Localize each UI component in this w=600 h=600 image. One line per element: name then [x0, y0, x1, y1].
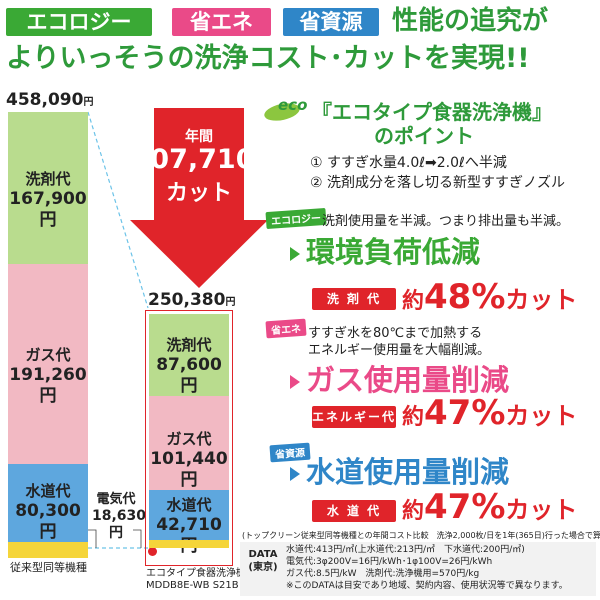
- conventional-detergent-value: 167,900円: [9, 189, 87, 230]
- arrow-year-label: 年間: [185, 129, 213, 145]
- section-resource-percent: 約47%カット: [402, 487, 578, 527]
- eco-logo: eco: [262, 96, 320, 122]
- points-title-line-2: のポイント: [374, 124, 474, 148]
- section-energy-percent: 約47%カット: [402, 393, 578, 433]
- data-box-heading: DATA (東京): [248, 549, 278, 573]
- conventional-caption: 従来型同等機種: [10, 561, 87, 574]
- points-item-2: ② 洗剤成分を落し切る新型すすぎノズル: [310, 175, 565, 191]
- eco-caption-line-1: エコタイプ食器洗浄機: [146, 568, 246, 579]
- triangle-bullet-icon: [290, 467, 300, 481]
- conventional-water-value: 80,300円: [15, 501, 81, 542]
- eco-gas-value: 101,440円: [150, 449, 228, 490]
- ecology-tag: エコロジー: [6, 8, 152, 36]
- eco-gas-label: ガス代: [166, 430, 212, 448]
- conventional-detergent-label: 洗剤代: [25, 170, 71, 188]
- eco-water-value: 42,710円: [156, 515, 222, 556]
- section-resource-label: 水 道 代: [312, 500, 396, 522]
- data-line-2: 電気代:3φ200V=16円/kWh･1φ100V=26円/kWh: [286, 557, 493, 567]
- data-line-1: 水道代:413円/㎥(上水道代:213円/㎥ 下水道代:200円/㎥): [286, 545, 525, 555]
- eco-logo-text: eco: [278, 96, 308, 114]
- comparison-note: (トップクリーン従来型同等機種との年間コスト比較 洗浄2,000枚/日を1年(3…: [242, 531, 600, 540]
- eco-detergent-label: 洗剤代: [166, 336, 212, 354]
- section-ecology-percent: 約48%カット: [402, 277, 578, 317]
- conventional-gas-value: 191,260円: [9, 365, 87, 406]
- triangle-bullet-icon: [290, 247, 300, 261]
- conventional-detergent-segment: 洗剤代 167,900円: [8, 112, 88, 264]
- conventional-total: 458,090円: [6, 90, 94, 110]
- section-ecology-heading: 環境負荷低減: [290, 236, 480, 268]
- section-energy-desc-2: エネルギー使用量を大幅削減。: [308, 343, 491, 358]
- electric-marker-dot: [148, 547, 157, 556]
- section-energy-badge: 省エネ: [265, 318, 307, 339]
- savings-arrow: [130, 108, 268, 288]
- section-ecology-label: 洗 剤 代: [312, 288, 396, 310]
- eco-water-segment: 水道代 42,710円: [149, 490, 229, 556]
- section-resource-heading: 水道使用量削減: [290, 456, 509, 488]
- conventional-water-label: 水道代: [25, 482, 71, 500]
- eco-detergent-value: 87,600円: [156, 355, 222, 396]
- eco-bar-frame: [145, 310, 233, 566]
- conventional-electric-segment: [8, 542, 88, 558]
- electric-callout: 電気代 18,630円: [92, 492, 147, 542]
- section-energy-label: エネルギー代: [312, 406, 396, 428]
- points-title-line-1: 『エコタイプ食器洗浄機』: [312, 100, 552, 124]
- headline-line-2: よりいっそうの洗浄コスト･カットを実現!!: [6, 43, 530, 74]
- section-ecology-desc: 洗剤使用量を半減。つまり排出量も半減。: [322, 214, 570, 229]
- eco-detergent-segment: 洗剤代 87,600円: [149, 314, 229, 396]
- electric-label: 電気代: [96, 492, 136, 507]
- energy-saving-tag: 省エネ: [172, 8, 271, 36]
- headline-line-1: 性能の追究が: [392, 6, 549, 36]
- conventional-water-segment: 水道代 80,300円: [8, 464, 88, 542]
- eco-total: 250,380円: [148, 290, 236, 310]
- eco-water-label: 水道代: [166, 496, 212, 514]
- points-item-1: ① すすぎ水量4.0ℓ➡2.0ℓへ半減: [310, 155, 507, 171]
- arrow-amount: 207,710円: [131, 144, 267, 175]
- eco-caption-line-2: MDDB8E-WB S21B: [146, 580, 239, 591]
- conventional-gas-segment: ガス代 191,260円: [8, 264, 88, 464]
- eco-gas-segment: ガス代 101,440円: [149, 396, 229, 490]
- section-energy-desc-1: すすぎ水を80℃まで加熱する: [308, 326, 483, 341]
- data-line-4: ※このDATAは目安であり地域、契約内容、使用状況等で異なります。: [286, 581, 568, 591]
- conventional-gas-label: ガス代: [25, 346, 71, 364]
- section-energy-heading: ガス使用量削減: [290, 364, 509, 396]
- resource-saving-tag: 省資源: [283, 8, 379, 36]
- data-line-3: ガス代:8.5円/kW 洗剤代:洗浄機用=570円/kg: [286, 569, 480, 579]
- eco-electric-segment: [149, 540, 229, 548]
- triangle-bullet-icon: [290, 375, 300, 389]
- leaf-icon: [264, 103, 300, 121]
- data-box: DATA (東京) 水道代:413円/㎥(上水道代:213円/㎥ 下水道代:20…: [240, 542, 596, 596]
- electric-value: 18,630円: [92, 508, 147, 541]
- arrow-cut-label: カット: [165, 181, 232, 206]
